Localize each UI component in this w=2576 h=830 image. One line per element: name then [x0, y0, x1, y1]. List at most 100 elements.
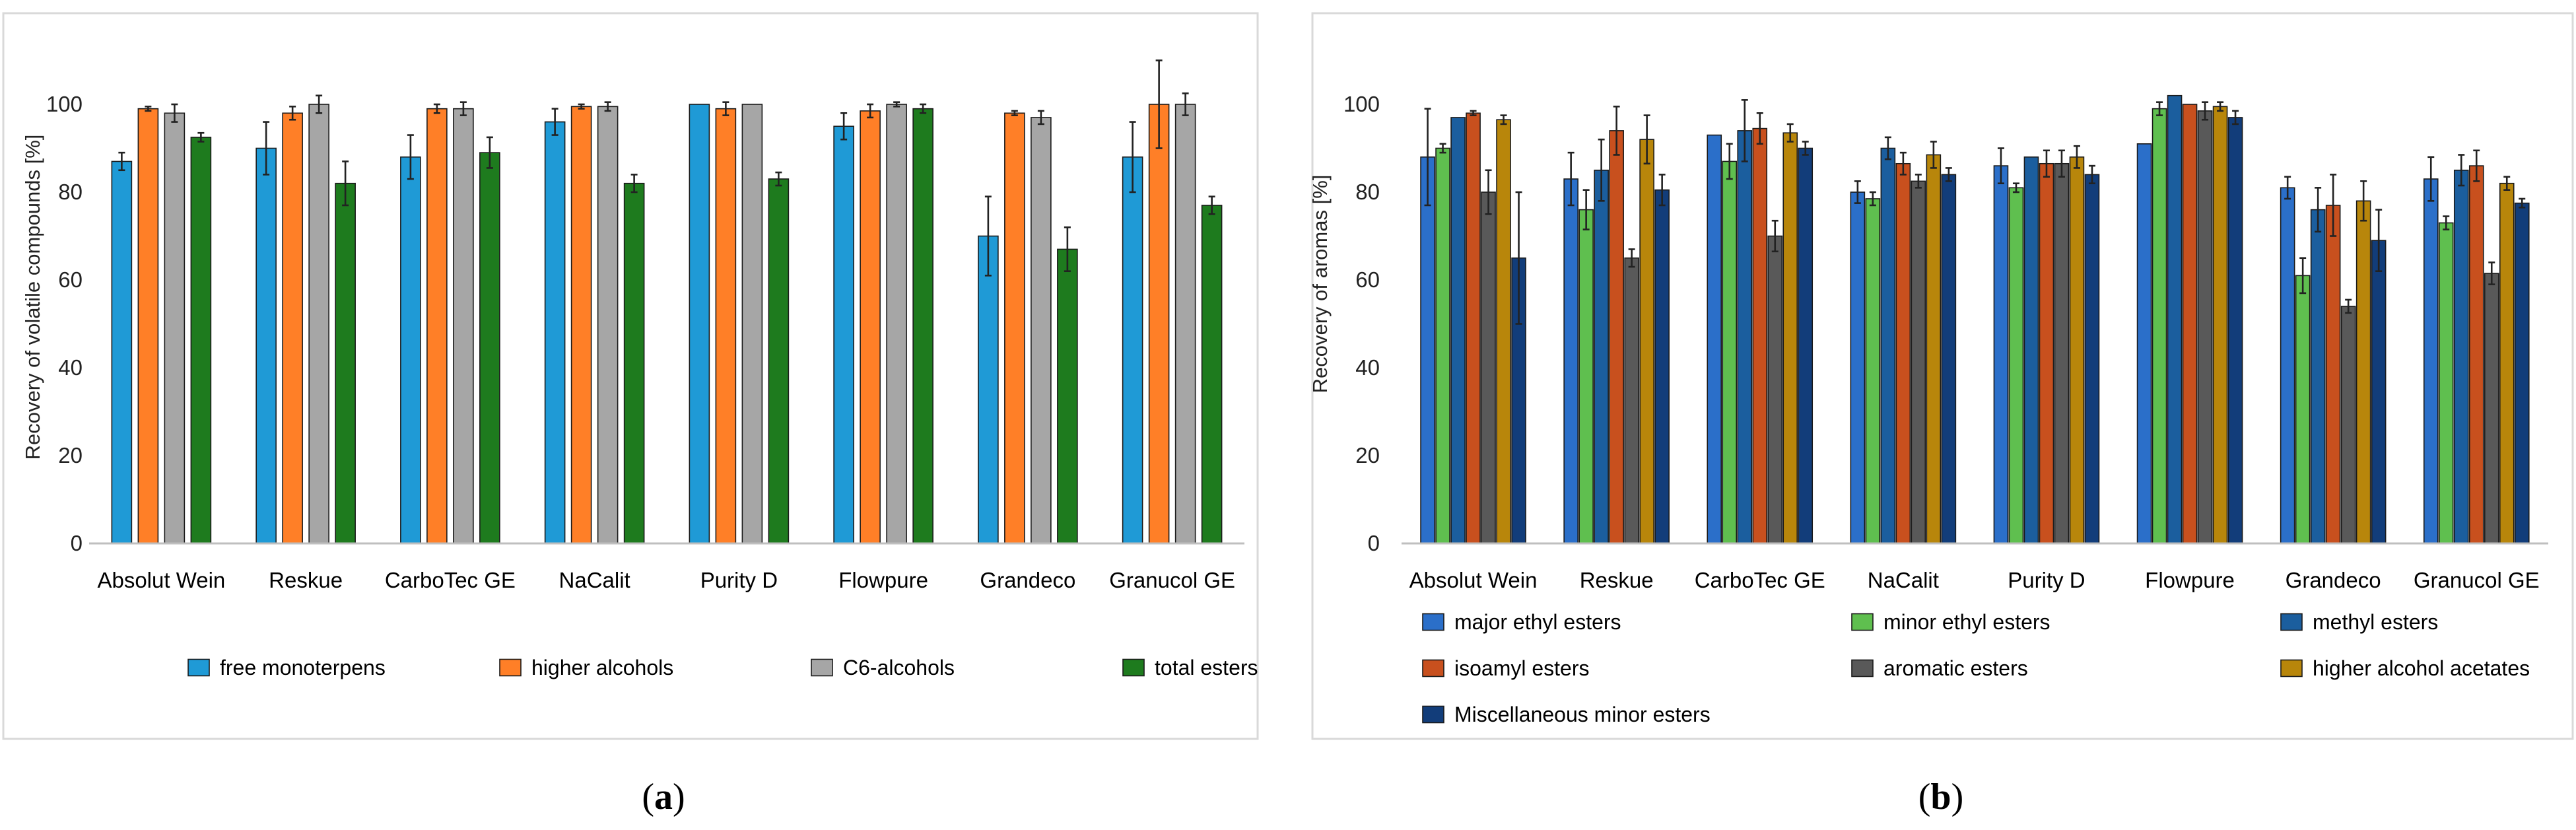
- panel-b-bar-nacalit-aromatic-esters: [1911, 180, 1926, 544]
- panel-b-bar-nacalit-methyl-esters: [1880, 147, 1896, 544]
- panel-b-error-bar-purity-d-higher-alcohol-acetates: [2073, 145, 2080, 169]
- panel-a-bar-reskue-higher-alcohols: [282, 112, 303, 544]
- panel-a-error-bar-granucol-ge-total-esters: [1208, 195, 1215, 215]
- panel-b-bar-carbotec-ge-major-ethyl-esters: [1707, 134, 1722, 544]
- legend-label-aromatic-esters: aromatic esters: [1883, 656, 2028, 680]
- panel-b-error-bar-reskue-major-ethyl-esters: [1567, 151, 1575, 207]
- panel-b-bar-nacalit-minor-ethyl-esters: [1865, 198, 1881, 544]
- panel-b-bar-absolut-wein-methyl-esters: [1450, 117, 1466, 544]
- legend-swatch-total-esters: [1122, 658, 1145, 677]
- panel-b-y-ticks: 0 20 40 60 80 100: [1343, 92, 1380, 555]
- panel-a-y-ticks: 0 20 40 60 80 100: [46, 92, 83, 555]
- panel-b-error-bar-flowpure-higher-alcohol-acetates: [2217, 101, 2224, 112]
- panel-b-y-tick-80: 80: [1355, 180, 1380, 204]
- panel-b-bar-absolut-wein-higher-alcohol-acetates: [1496, 119, 1511, 544]
- legend-label-free-monoterpens: free monoterpens: [220, 656, 386, 679]
- panel-b-error-bar-grandeco-methyl-esters: [2315, 187, 2322, 233]
- panel-a-bar-absolut-wein-higher-alcohols: [137, 108, 159, 544]
- legend-label-minor-ethyl-esters: minor ethyl esters: [1883, 610, 2051, 634]
- legend-swatch-free-monoterpens: [187, 658, 210, 677]
- legend-label-methyl-esters: methyl esters: [2313, 610, 2438, 634]
- panel-a-bar-granucol-ge-free-monoterpens: [1122, 156, 1143, 544]
- panel-b-bar-nacalit-isoamyl-esters: [1895, 162, 1911, 544]
- panel-a-bar-purity-d-c6-alcohols: [741, 104, 763, 544]
- panel-b-bar-purity-d-major-ethyl-esters: [1993, 165, 2009, 544]
- panel-a-bar-nacalit-total-esters: [623, 182, 645, 544]
- panel-a-error-bar-granucol-ge-higher-alcohols: [1155, 59, 1163, 149]
- panel-b-category-granucol-ge: Granucol GE: [2414, 568, 2540, 592]
- panel-a-error-bar-grandeco-c6-alcohols: [1037, 110, 1044, 125]
- panel-b-bar-reskue-minor-ethyl-esters: [1578, 209, 1594, 544]
- panel-a-error-bar-absolut-wein-total-esters: [197, 131, 205, 143]
- panel-a-bar-grandeco-c6-alcohols: [1031, 117, 1052, 544]
- legend-swatch-higher-alcohol-acetates: [2280, 659, 2303, 677]
- panel-b-legend: major ethyl esters minor ethyl esters meth…: [1422, 610, 2530, 726]
- panel-b-y-tick-60: 60: [1355, 267, 1380, 292]
- panel-b-y-tick-40: 40: [1355, 355, 1380, 380]
- legend-item-miscellaneous-minor-esters: Miscellaneous minor esters: [1422, 703, 1711, 726]
- panel-a-category-reskue: Reskue: [269, 568, 343, 592]
- panel-a-error-bar-purity-d-total-esters: [775, 171, 782, 187]
- panel-a-error-bar-absolut-wein-c6-alcohols: [171, 103, 178, 123]
- panel-b-error-bar-grandeco-aromatic-esters: [2345, 298, 2352, 314]
- panel-b-y-axis-label: Recovery of aromas [%]: [1308, 175, 1332, 394]
- panel-b-error-bar-purity-d-isoamyl-esters: [2043, 149, 2050, 178]
- legend-item-major-ethyl-esters: major ethyl esters: [1422, 610, 1621, 634]
- panel-b-bar-granucol-ge-minor-ethyl-esters: [2438, 222, 2454, 544]
- panel-b-error-bar-grandeco-miscellaneous-minor-esters: [2375, 209, 2383, 273]
- panel-b-bar-grandeco-miscellaneous-minor-esters: [2371, 240, 2387, 544]
- panel-b-category-grandeco: Grandeco: [2286, 568, 2381, 592]
- panel-b-bar-purity-d-aromatic-esters: [2054, 162, 2070, 544]
- panel-b-bar-purity-d-methyl-esters: [2023, 156, 2039, 544]
- panel-b-error-bar-granucol-ge-methyl-esters: [2458, 154, 2465, 187]
- legend-item-higher-alcohols: higher alcohols: [499, 656, 673, 679]
- panel-b-category-nacalit: NaCalit: [1868, 568, 1939, 592]
- panel-b-error-bar-reskue-miscellaneous-minor-esters: [1658, 174, 1666, 207]
- panel-b-bar-purity-d-isoamyl-esters: [2039, 162, 2054, 544]
- legend-swatch-c6-alcohols: [811, 658, 833, 677]
- panel-b-label-close: ): [1951, 777, 1964, 817]
- panel-b-bar-reskue-miscellaneous-minor-esters: [1654, 189, 1670, 544]
- panel-b-bar-flowpure-higher-alcohol-acetates: [2212, 106, 2228, 544]
- panel-b-error-bar-nacalit-methyl-esters: [1884, 136, 1891, 160]
- panel-a-bar-carbotec-ge-higher-alcohols: [426, 108, 448, 544]
- panel-a-error-bar-nacalit-free-monoterpens: [551, 108, 559, 136]
- panel-b-label-open: (: [1918, 777, 1931, 817]
- panel-b-error-bar-absolut-wein-isoamyl-esters: [1470, 110, 1477, 116]
- panel-a-bar-purity-d-total-esters: [768, 178, 790, 544]
- panel-a-label: (a): [642, 777, 685, 817]
- panel-a-bar-absolut-wein-free-monoterpens: [111, 160, 133, 544]
- legend-item-c6-alcohols: C6-alcohols: [811, 656, 955, 679]
- panel-b-error-bar-absolut-wein-major-ethyl-esters: [1424, 108, 1431, 207]
- legend-item-minor-ethyl-esters: minor ethyl esters: [1851, 610, 2051, 634]
- panel-b-bar-nacalit-major-ethyl-esters: [1850, 191, 1866, 544]
- panel-b-bar-carbotec-ge-aromatic-esters: [1767, 235, 1783, 544]
- panel-a-y-tick-0: 0: [71, 531, 83, 555]
- panel-b-bar-grandeco-minor-ethyl-esters: [2295, 275, 2311, 544]
- panel-b-error-bar-nacalit-higher-alcohol-acetates: [1930, 141, 1937, 169]
- panel-a-error-bar-nacalit-total-esters: [630, 174, 638, 193]
- panel-b-error-bar-absolut-wein-aromatic-esters: [1485, 169, 1492, 215]
- panel-a-error-bar-carbotec-ge-total-esters: [486, 136, 493, 169]
- panel-b-bar-granucol-ge-isoamyl-esters: [2468, 165, 2484, 544]
- panel-b-error-bar-flowpure-aromatic-esters: [2202, 101, 2209, 121]
- legend-swatch-isoamyl-esters: [1422, 659, 1444, 677]
- panel-b-y-tick-100: 100: [1343, 92, 1380, 116]
- panel-b-bar-granucol-ge-methyl-esters: [2453, 169, 2469, 544]
- panel-a-bar-grandeco-higher-alcohols: [1004, 112, 1025, 544]
- panel-b-bar-grandeco-aromatic-esters: [2340, 306, 2356, 544]
- panel-a-error-bar-nacalit-c6-alcohols: [604, 101, 611, 112]
- panel-a-error-bar-flowpure-free-monoterpens: [840, 112, 848, 141]
- panel-b-bar-flowpure-isoamyl-esters: [2182, 104, 2198, 544]
- panel-b-error-bar-nacalit-aromatic-esters: [1915, 174, 1922, 189]
- panel-b-error-bar-reskue-methyl-esters: [1598, 138, 1605, 202]
- legend-item-aromatic-esters: aromatic esters: [1851, 656, 2028, 680]
- panel-b-error-bar-carbotec-ge-methyl-esters: [1741, 99, 1748, 162]
- panel-b-error-bar-granucol-ge-miscellaneous-minor-esters: [2519, 197, 2526, 209]
- panel-b-bar-granucol-ge-higher-alcohol-acetates: [2499, 182, 2515, 544]
- panel-a-bar-absolut-wein-c6-alcohols: [164, 112, 186, 544]
- panel-a-category-purity-d: Purity D: [700, 568, 778, 592]
- panel-a-error-bar-reskue-higher-alcohols: [289, 106, 296, 121]
- panel-b-category-reskue: Reskue: [1580, 568, 1654, 592]
